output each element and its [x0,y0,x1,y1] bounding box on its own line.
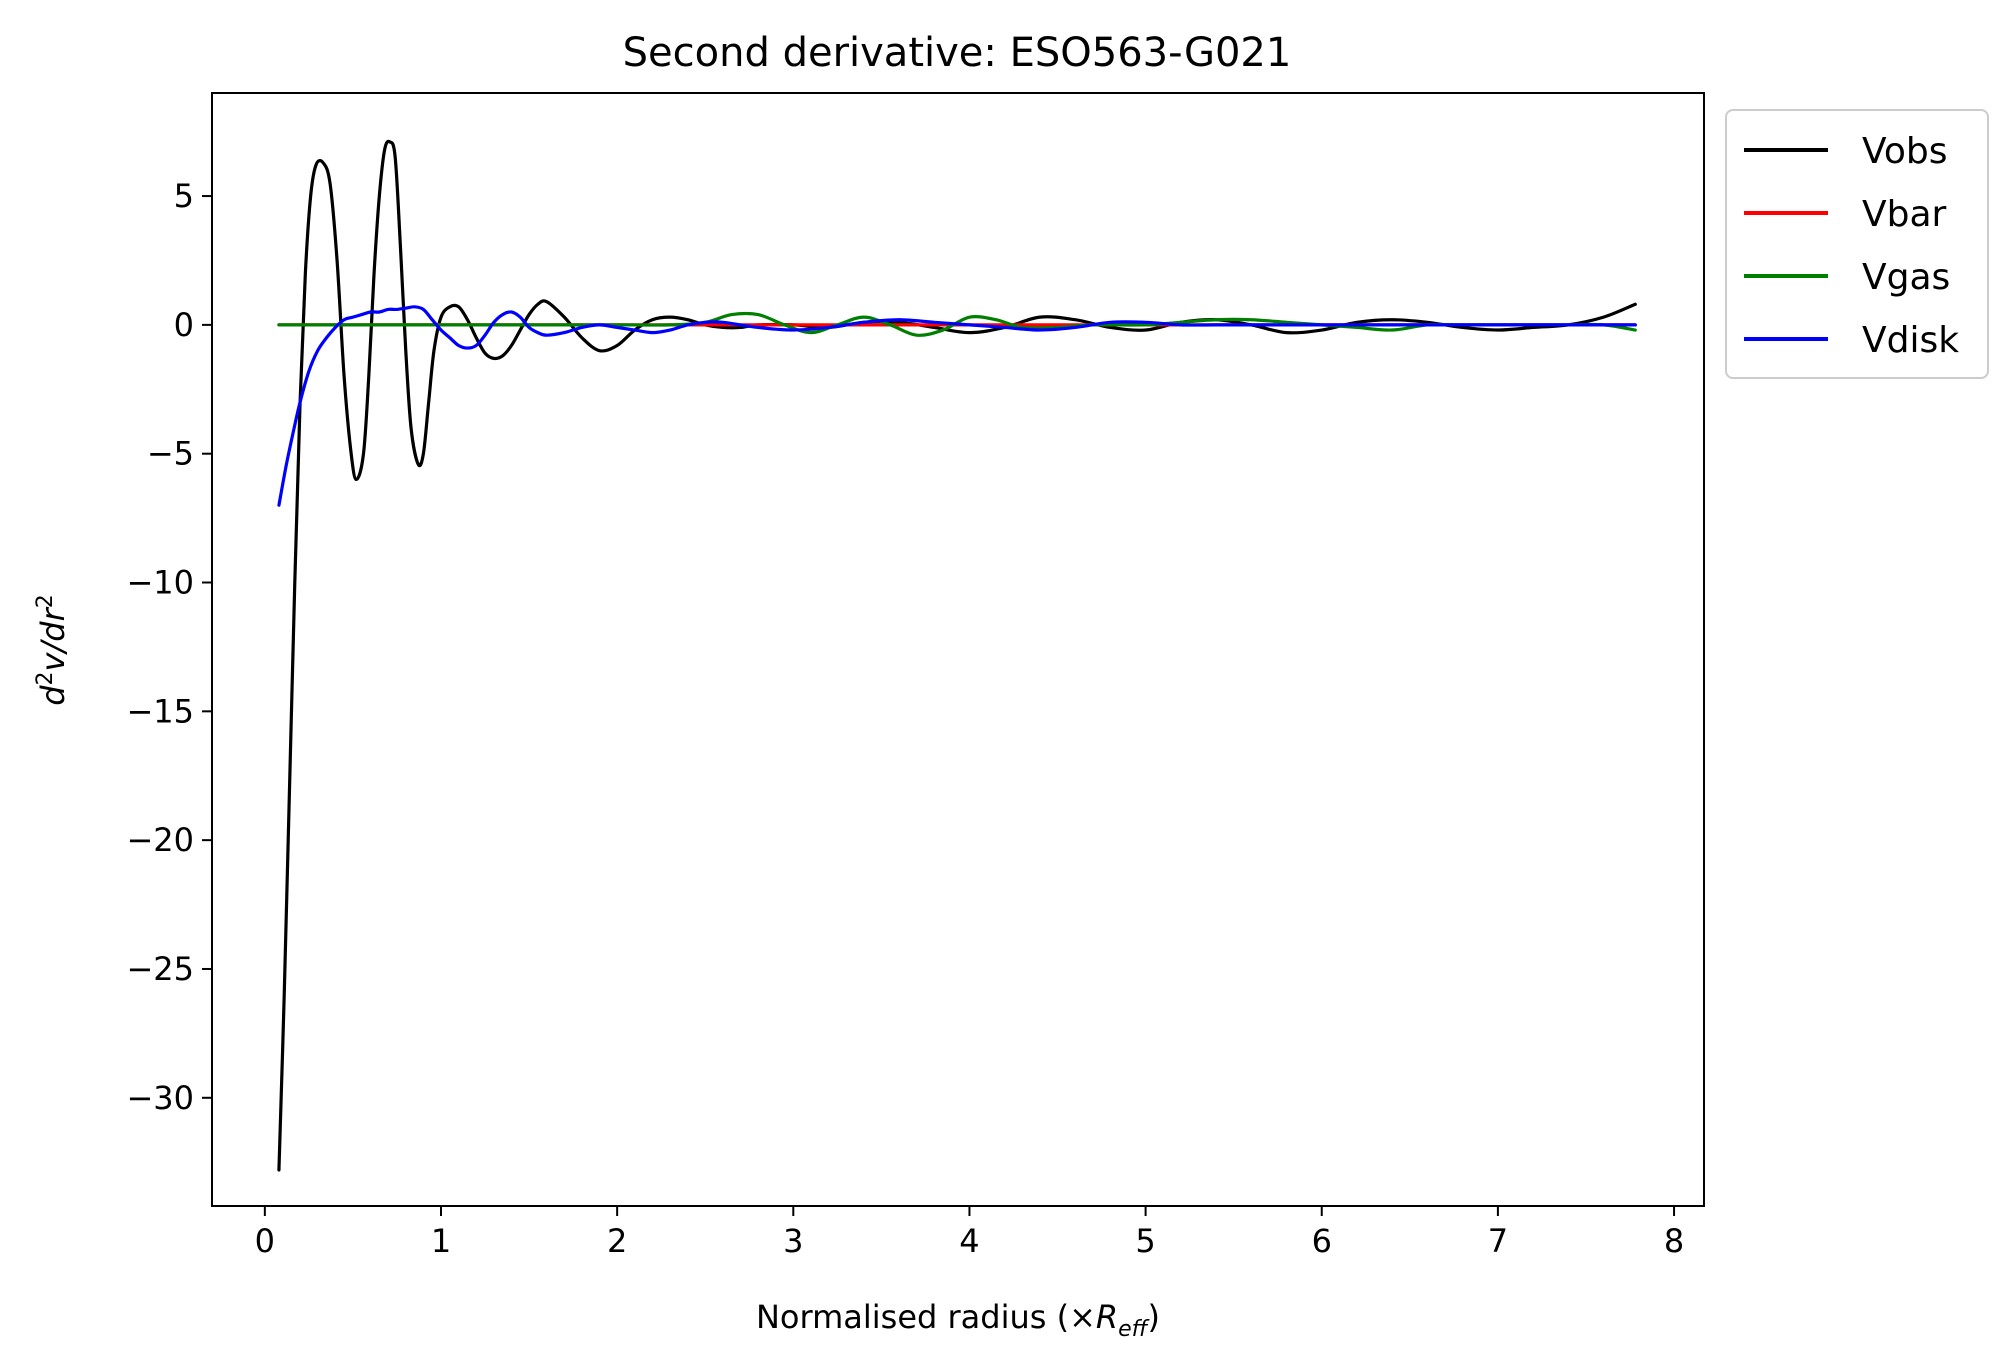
chart-title: Second derivative: ESO563-G021 [623,30,1292,76]
y-tick-label: −10 [126,564,194,602]
y-tick-label: 5 [174,177,194,215]
y-tick-label: −20 [126,821,194,859]
x-tick-label: 2 [607,1222,627,1260]
y-tick-label: −5 [147,435,194,473]
y-tick-label: −25 [126,950,194,988]
y-axis: 5 0 −5 −10 −15 −20 −25 −30 [126,177,212,1117]
y-tick-label: −30 [126,1079,194,1117]
x-tick-label: 4 [959,1222,979,1260]
series-layer [277,139,1637,1172]
x-tick-label: 3 [783,1222,803,1260]
x-tick-label: 8 [1664,1222,1684,1260]
x-tick-label: 1 [431,1222,451,1260]
legend-label-vgas: Vgas [1862,257,1950,298]
legend: Vobs Vbar Vgas Vdisk [1725,109,1989,379]
x-tick-label: 0 [255,1222,275,1260]
x-axis-label: Normalised radius (×Reff) [756,1298,1160,1342]
y-tick-label: −15 [126,692,194,730]
x-axis: 0 1 2 3 4 5 6 7 8 [255,1206,1684,1260]
series-line-vdisk [277,305,1637,507]
series-line-vobs [277,139,1637,1172]
x-tick-label: 5 [1135,1222,1155,1260]
legend-label-vobs: Vobs [1862,131,1947,172]
legend-label-vbar: Vbar [1862,194,1947,235]
x-tick-label: 7 [1488,1222,1508,1260]
y-tick-label: 0 [174,306,194,344]
y-axis-label: d2v/dr2 [33,594,72,706]
legend-box [1725,109,1989,379]
plot-area-frame [211,92,1705,1207]
x-tick-label: 6 [1312,1222,1332,1260]
legend-label-vdisk: Vdisk [1862,320,1959,361]
